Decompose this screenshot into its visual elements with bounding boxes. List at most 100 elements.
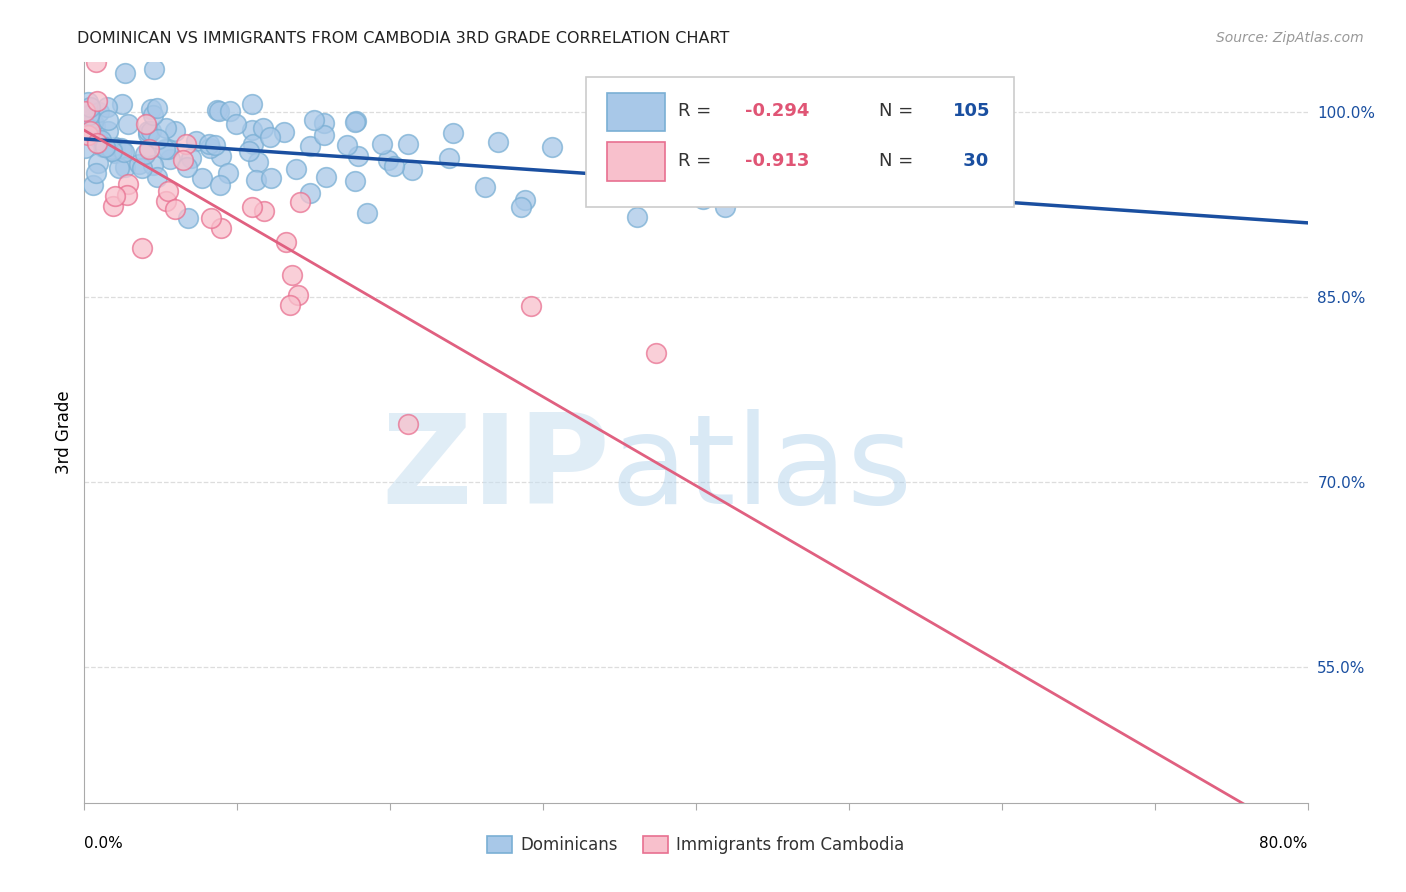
Point [104, 189, 127, 203]
Point [242, 136, 264, 151]
Point [356, 206, 378, 220]
Point [396, 137, 419, 152]
Point [146, 132, 169, 146]
Point [79, 124, 101, 138]
Point [80, 112, 103, 126]
Point [259, 130, 281, 145]
Point [209, 149, 232, 163]
Point [155, 194, 177, 208]
FancyBboxPatch shape [586, 78, 1014, 207]
Point [343, 174, 366, 188]
Point [315, 169, 337, 184]
Text: atlas: atlas [610, 409, 912, 530]
Point [692, 192, 714, 206]
Text: 30: 30 [956, 152, 988, 169]
Text: 0.0%: 0.0% [84, 836, 124, 851]
Point [238, 144, 260, 158]
Point [225, 117, 247, 131]
Point [176, 160, 198, 174]
Point [79, 99, 101, 113]
Point [96, 100, 118, 114]
Point [117, 177, 139, 191]
Point [180, 151, 202, 165]
Text: -0.913: -0.913 [745, 152, 810, 169]
Point [298, 186, 321, 201]
Point [588, 180, 610, 194]
Point [278, 298, 301, 312]
Text: N =: N = [880, 152, 914, 169]
Point [209, 221, 232, 235]
Point [115, 188, 138, 202]
Point [165, 202, 187, 217]
Point [626, 211, 648, 225]
Point [312, 116, 335, 130]
Point [200, 211, 222, 225]
Point [284, 162, 307, 177]
Point [204, 138, 226, 153]
Point [104, 145, 127, 160]
Text: N =: N = [880, 102, 914, 120]
Point [86, 95, 108, 109]
Point [159, 153, 181, 167]
Point [157, 142, 180, 156]
Point [299, 139, 322, 153]
Point [86, 130, 108, 145]
Point [205, 103, 228, 117]
Point [77, 108, 100, 122]
Point [314, 128, 336, 143]
Point [869, 172, 891, 186]
Point [714, 200, 737, 214]
Point [91, 140, 114, 154]
Point [128, 157, 150, 171]
Point [104, 140, 127, 154]
Point [208, 103, 231, 118]
Point [136, 124, 159, 138]
Point [619, 181, 641, 195]
Point [198, 136, 221, 151]
Point [101, 142, 124, 156]
Text: DOMINICAN VS IMMIGRANTS FROM CAMBODIA 3RD GRADE CORRELATION CHART: DOMINICAN VS IMMIGRANTS FROM CAMBODIA 3R… [77, 31, 730, 46]
Point [135, 117, 157, 131]
Point [259, 170, 281, 185]
Point [441, 126, 464, 140]
FancyBboxPatch shape [606, 143, 665, 181]
Point [138, 142, 160, 156]
Text: 105: 105 [953, 102, 990, 120]
Text: -0.294: -0.294 [745, 102, 810, 120]
Point [139, 102, 162, 116]
Point [90, 133, 112, 147]
Point [276, 235, 298, 249]
Point [644, 346, 666, 360]
Point [716, 171, 738, 186]
Point [218, 103, 240, 118]
Point [110, 145, 132, 159]
Point [396, 417, 419, 431]
Point [87, 104, 110, 119]
Point [384, 159, 406, 173]
Point [252, 121, 274, 136]
Text: Source: ZipAtlas.com: Source: ZipAtlas.com [1216, 31, 1364, 45]
Point [209, 178, 232, 193]
Point [86, 166, 108, 180]
Point [82, 115, 104, 129]
Point [184, 134, 207, 148]
Point [103, 199, 125, 213]
Point [245, 173, 267, 187]
Point [131, 161, 153, 175]
Point [75, 141, 97, 155]
Point [111, 96, 134, 111]
Point [139, 123, 162, 137]
Point [198, 141, 221, 155]
Point [370, 137, 392, 152]
Point [136, 127, 159, 141]
Point [377, 153, 399, 167]
Point [510, 200, 533, 214]
Point [112, 145, 135, 159]
Point [176, 136, 198, 151]
Point [145, 170, 167, 185]
Point [155, 142, 177, 156]
Point [288, 194, 311, 209]
Point [107, 161, 129, 176]
Point [86, 136, 108, 151]
Legend: Dominicans, Immigrants from Cambodia: Dominicans, Immigrants from Cambodia [488, 836, 904, 854]
